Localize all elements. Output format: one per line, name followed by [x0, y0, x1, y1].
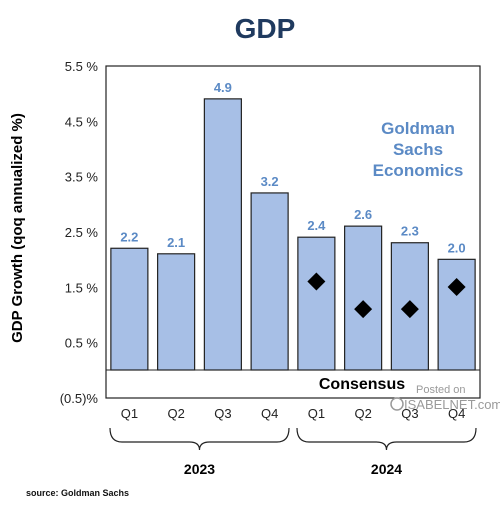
bar-value-labels: 2.2 2.1 4.9 3.2 2.4 2.6 2.3 2.0 [120, 80, 465, 255]
x-tick-label: Q1 [121, 406, 138, 421]
bar-value-label: 2.6 [354, 207, 372, 222]
plot-frame [105, 65, 481, 399]
x-tick-label: Q3 [401, 406, 418, 421]
bar-value-label: 2.4 [307, 218, 326, 233]
bar-0 [110, 247, 149, 371]
bar-value-label: 2.1 [167, 235, 185, 250]
bar-7 [437, 258, 476, 371]
y-tick-label: 1.5 % [65, 280, 99, 295]
x-tick-label: Q2 [354, 406, 371, 421]
consensus-marker [307, 272, 326, 291]
x-tick-label: Q2 [167, 406, 184, 421]
annotation-gs-line2: Sachs [393, 140, 443, 159]
y-tick-label: 3.5 % [65, 170, 99, 185]
y-tick-label: 2.5 % [65, 225, 99, 240]
x-tick-labels: Q1 Q2 Q3 Q4 Q1 Q2 Q3 Q4 [121, 406, 466, 421]
y-tick-label: (0.5)% [60, 391, 99, 406]
y-tick-label: 4.5 % [65, 114, 99, 129]
bar-value-label: 2.0 [448, 240, 466, 255]
year-brace [296, 427, 477, 451]
source-note: source: Goldman Sachs [26, 488, 129, 498]
annotation-gs-line3: Economics [373, 161, 464, 180]
watermark-posted-on: Posted on [416, 384, 466, 396]
x-tick-label: Q4 [261, 406, 278, 421]
bar-4 [297, 236, 336, 371]
year-label: 2023 [184, 461, 215, 477]
x-tick-label: Q1 [308, 406, 325, 421]
consensus-marker [447, 278, 466, 296]
chart-title: GDP [235, 13, 296, 44]
y-tick-labels: (0.5)% 0.5 % 1.5 % 2.5 % 3.5 % 4.5 % 5.5 % [60, 59, 99, 406]
bar-value-label: 2.3 [401, 224, 419, 239]
year-brace [109, 427, 290, 451]
bar-value-label: 4.9 [214, 80, 232, 95]
watermark-isabelnet: ISABELNET.com [404, 397, 500, 412]
consensus-marker [354, 300, 373, 319]
bar-1 [157, 253, 196, 371]
year-braces: 2023 2024 [109, 427, 477, 477]
bar-value-label: 3.2 [261, 174, 279, 189]
y-tick-label: 5.5 % [65, 59, 99, 74]
bar-3 [250, 192, 289, 371]
bar-5 [344, 225, 383, 371]
consensus-label: Consensus [319, 376, 405, 393]
x-tick-label: Q4 [448, 406, 465, 421]
y-tick-label: 0.5 % [65, 336, 99, 351]
y-axis-label: GDP Growth (qoq annualized %) [9, 113, 26, 343]
year-label: 2024 [371, 461, 402, 477]
watermark-logo-icon [390, 397, 404, 411]
bar-2 [203, 98, 242, 371]
consensus-marker [400, 300, 419, 319]
annotation-gs-line1: Goldman [381, 119, 455, 138]
consensus-markers [307, 272, 466, 319]
x-tick-label: Q3 [214, 406, 231, 421]
bar-value-label: 2.2 [120, 229, 138, 244]
